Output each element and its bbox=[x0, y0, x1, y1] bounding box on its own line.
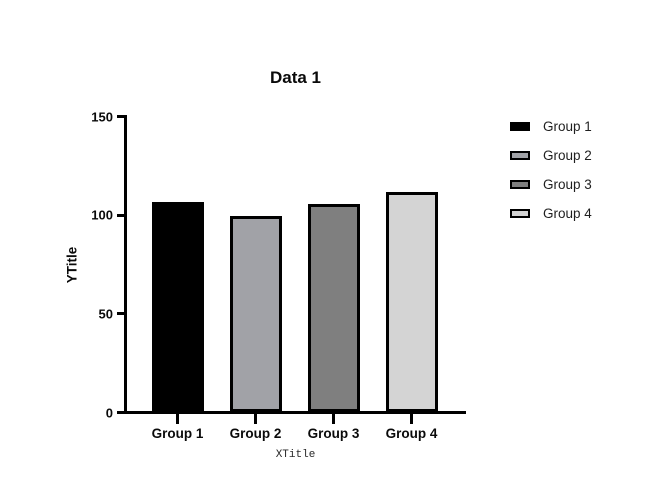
legend-swatch bbox=[510, 151, 530, 160]
legend: Group 1 Group 2 Group 3 Group 4 bbox=[510, 112, 592, 228]
x-axis-title: XTitle bbox=[275, 449, 316, 461]
bar-group-2 bbox=[229, 216, 282, 413]
legend-label: Group 2 bbox=[543, 148, 592, 163]
x-axis-label-group-1: Group 1 bbox=[151, 426, 204, 441]
y-tick-label: 100 bbox=[91, 207, 113, 223]
bar-group-4 bbox=[385, 192, 438, 413]
y-tick-mark bbox=[117, 115, 125, 118]
x-axis-label-group-2: Group 2 bbox=[229, 426, 282, 441]
x-axis-label-group-4: Group 4 bbox=[385, 426, 438, 441]
x-axis-label-group-3: Group 3 bbox=[307, 426, 360, 441]
legend-swatch bbox=[510, 180, 530, 189]
bar-group-1 bbox=[151, 202, 204, 413]
y-axis-line bbox=[124, 115, 127, 414]
y-tick-mark bbox=[117, 312, 125, 316]
legend-label: Group 1 bbox=[543, 119, 592, 134]
y-tick-label: 0 bbox=[105, 405, 113, 420]
legend-item-group-3: Group 3 bbox=[510, 170, 592, 199]
legend-label: Group 3 bbox=[543, 177, 592, 192]
x-tick-mark bbox=[410, 412, 413, 424]
bar-group-3 bbox=[307, 204, 360, 413]
legend-label: Group 4 bbox=[543, 206, 592, 221]
x-tick-mark bbox=[254, 412, 257, 424]
x-tick-mark bbox=[332, 412, 335, 424]
x-axis-line bbox=[117, 411, 466, 414]
legend-swatch bbox=[510, 209, 530, 218]
legend-item-group-1: Group 1 bbox=[510, 112, 592, 141]
y-tick-mark bbox=[117, 213, 125, 217]
y-tick-label: 150 bbox=[91, 109, 113, 124]
legend-item-group-4: Group 4 bbox=[510, 199, 592, 228]
legend-swatch bbox=[510, 122, 530, 131]
chart-title: Data 1 bbox=[269, 68, 322, 87]
y-axis-title-text: YTitle bbox=[64, 246, 80, 284]
y-tick-label: 50 bbox=[98, 306, 113, 322]
x-tick-mark bbox=[176, 412, 179, 424]
legend-item-group-2: Group 2 bbox=[510, 141, 592, 170]
